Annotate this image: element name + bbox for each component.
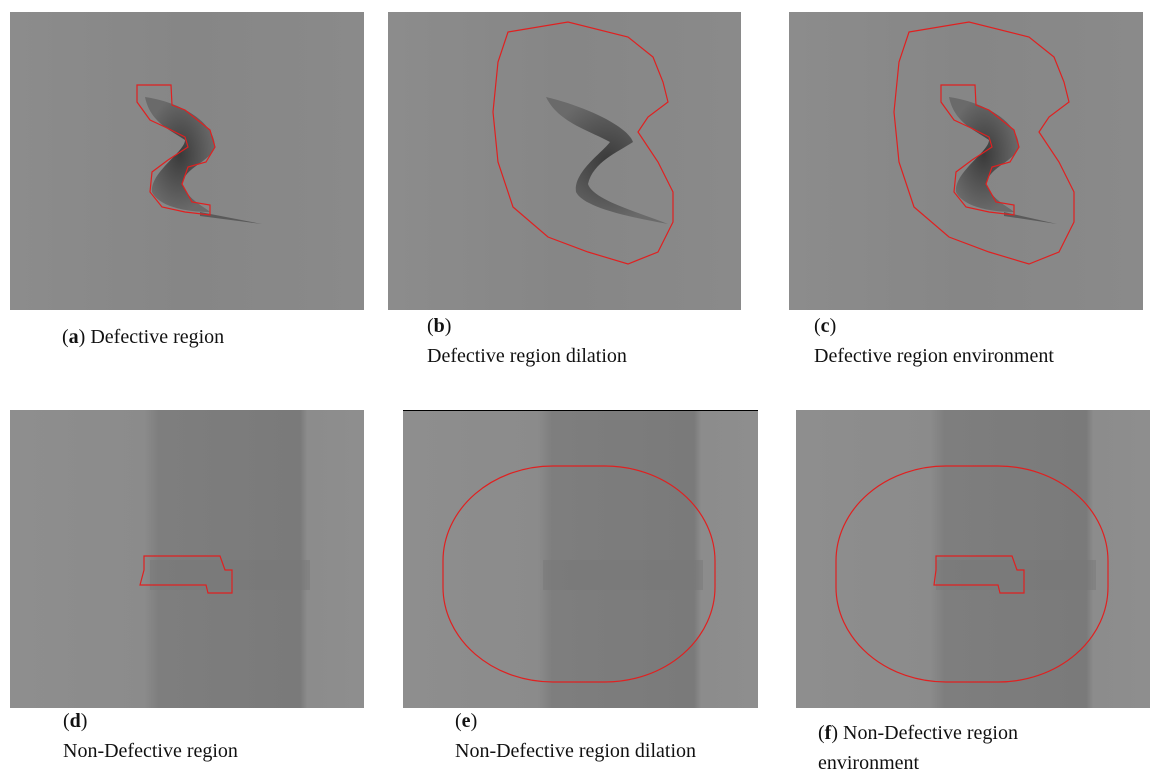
label-letter: a [69, 326, 79, 348]
caption-text: Non-Defective region [63, 736, 238, 766]
label-paren: ) [830, 315, 837, 337]
caption: (b) Defective region dilation [427, 311, 627, 371]
caption-text: Non-Defective region dilation [455, 736, 696, 766]
label-paren: ( [455, 710, 462, 732]
figure-page: (a) Defective region (b)Defective region… [0, 0, 1158, 774]
label-paren: ) [79, 326, 86, 348]
label-paren: ( [62, 326, 69, 348]
caption-text: Defective region [90, 326, 224, 348]
label-paren: ) [831, 722, 838, 744]
panel-image [789, 12, 1143, 310]
caption: (f) Non-Defective region environment [818, 718, 1078, 778]
label-paren: ( [814, 315, 821, 337]
label-letter: e [462, 710, 471, 732]
panel-image [403, 410, 758, 708]
panel-image [796, 410, 1150, 708]
label-paren: ) [471, 710, 478, 732]
label-paren: ( [818, 722, 825, 744]
label-paren: ( [427, 315, 434, 337]
caption-text: Non-Defective region environment [818, 722, 1018, 774]
caption: (d) Non-Defective region [63, 706, 238, 766]
label-letter: c [821, 315, 830, 337]
panel-image [388, 12, 741, 310]
caption: (a) Defective region [62, 322, 224, 352]
label-letter: d [70, 710, 81, 732]
label-paren: ( [63, 710, 70, 732]
label-paren: ) [81, 710, 88, 732]
label-letter: b [434, 315, 445, 337]
caption: (c) Defective region environment [814, 311, 1054, 371]
panel-image [10, 12, 364, 310]
caption-text: Defective region dilation [427, 341, 627, 371]
panel-image [10, 410, 364, 708]
caption: (e) Non-Defective region dilation [455, 706, 696, 766]
caption-text: Defective region environment [814, 341, 1054, 371]
label-paren: ) [445, 315, 452, 337]
